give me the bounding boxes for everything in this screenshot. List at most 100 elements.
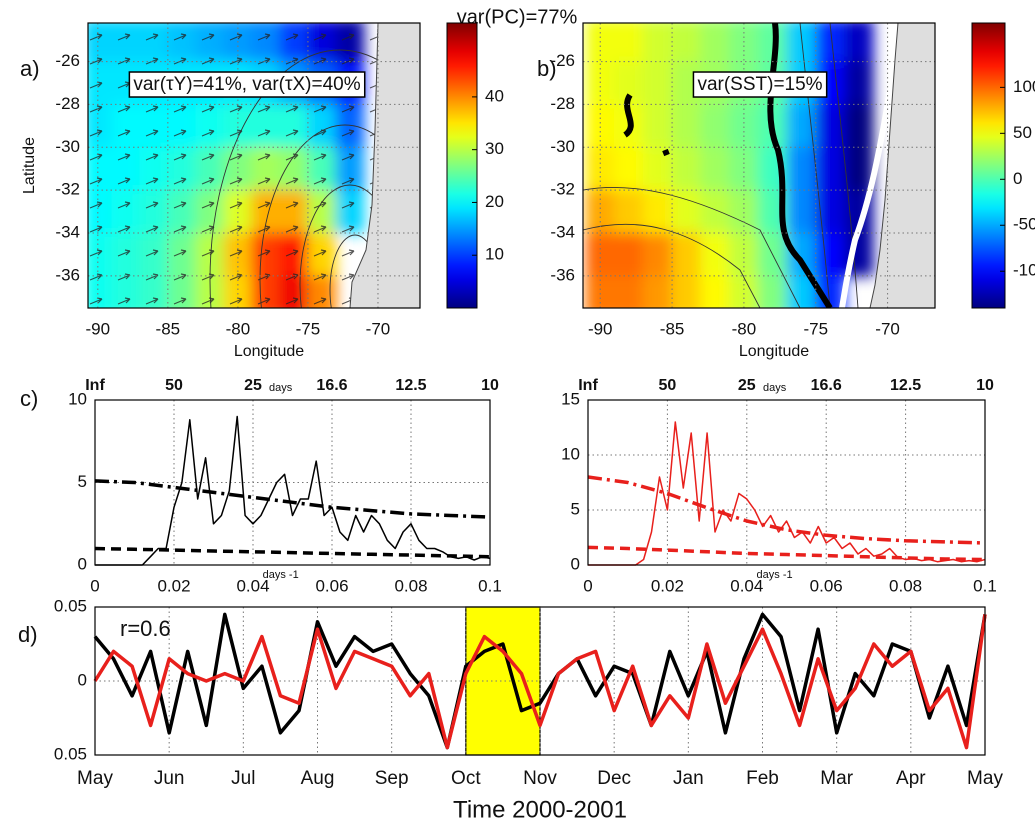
land xyxy=(349,23,420,308)
heatmap-cell xyxy=(700,146,731,191)
x-tick-label: 0 xyxy=(583,576,592,595)
x-tick-label: -90 xyxy=(588,319,613,338)
x-tick-label: May xyxy=(967,768,1003,789)
heatmap-cell xyxy=(671,232,702,277)
top-tick-label: 10 xyxy=(481,377,499,394)
top-tick-label: 10 xyxy=(976,377,994,394)
colorbar-tick-label: 10 xyxy=(485,245,504,264)
colorbar-tick-label: -50 xyxy=(1013,215,1035,234)
heatmap-cell xyxy=(786,146,817,191)
x-tick-label: 0.04 xyxy=(730,576,763,595)
land xyxy=(869,23,935,308)
heatmap-cell xyxy=(671,103,702,148)
heatmap-cell xyxy=(585,275,616,308)
x-tick-label: May xyxy=(77,768,113,789)
x-tick-label: -75 xyxy=(803,319,828,338)
map-a xyxy=(88,23,420,308)
y-tick-label: -28 xyxy=(55,94,80,113)
heatmap-cell xyxy=(642,61,673,105)
y-tick-label: -36 xyxy=(55,265,80,284)
y-tick-label: -32 xyxy=(55,180,80,199)
heatmap-cell xyxy=(843,23,874,63)
series-line xyxy=(94,546,491,559)
x-tick-label: -85 xyxy=(156,319,181,338)
y-tick-label: 10 xyxy=(68,389,87,408)
x-tick-label: 0.04 xyxy=(236,576,269,595)
heatmap-cell xyxy=(671,146,702,191)
y-tick-label: 0.05 xyxy=(54,596,87,615)
heatmap-cell xyxy=(614,23,644,63)
y-tick-label: -26 xyxy=(550,51,575,70)
heatmap-cell xyxy=(614,189,644,234)
heatmap xyxy=(585,23,874,308)
x-tick-label: Jun xyxy=(154,768,185,789)
heatmap-cell xyxy=(642,232,673,277)
x-tick-label: 0.02 xyxy=(157,576,190,595)
heatmap-cell xyxy=(786,189,817,234)
x-tick-label: Aug xyxy=(301,768,335,789)
heatmap-cell xyxy=(614,146,644,191)
x-tick-label: Apr xyxy=(896,768,926,789)
x-tick-label: 0.1 xyxy=(973,576,997,595)
plot-frame xyxy=(94,399,491,566)
heatmap-cell xyxy=(757,275,788,308)
colorbar xyxy=(971,22,1006,309)
plot-frame xyxy=(587,399,986,566)
series-line xyxy=(587,475,986,545)
top-tick-label: Inf xyxy=(85,377,105,394)
x-tick-label: 0.06 xyxy=(810,576,843,595)
y-tick-label: 0 xyxy=(571,554,580,573)
top-tick-label: 16.6 xyxy=(316,377,347,394)
heatmap-cell xyxy=(671,275,702,308)
heatmap-cell xyxy=(671,23,702,63)
panel-label: c) xyxy=(20,386,38,411)
x-tick-label: Oct xyxy=(451,768,481,789)
x-tick-label: -70 xyxy=(875,319,900,338)
map-b xyxy=(583,23,935,308)
colorbar xyxy=(446,22,478,309)
x-tick-label: -90 xyxy=(86,319,111,338)
x-tick-label: 0 xyxy=(90,576,99,595)
heatmap-cell xyxy=(614,275,644,308)
colorbar-tick-label: 50 xyxy=(1013,123,1032,142)
heatmap-cell xyxy=(786,23,817,63)
contours xyxy=(583,23,859,308)
colorbar-tick-label: 20 xyxy=(485,192,504,211)
y-tick-label: -26 xyxy=(55,51,80,70)
series-line xyxy=(93,612,987,750)
top-tick-label: 50 xyxy=(659,377,677,394)
heatmap-cell xyxy=(700,23,731,63)
panel-label: a) xyxy=(20,56,40,81)
heatmap-cell xyxy=(815,103,845,148)
colorbar-tick-label: 40 xyxy=(485,86,504,105)
top-axis-label: days xyxy=(763,382,787,394)
plot-frame xyxy=(94,606,986,756)
x-tick-label: Sep xyxy=(375,768,409,789)
x-tick-label: 0.08 xyxy=(394,576,427,595)
heatmap-cell xyxy=(815,146,845,191)
x-tick-label: Jan xyxy=(673,768,704,789)
highlight xyxy=(465,606,541,756)
top-tick-label: 50 xyxy=(165,377,183,394)
heatmap-cell xyxy=(642,23,673,63)
y-tick-label: 10 xyxy=(561,444,580,463)
top-axis-label: days xyxy=(269,382,293,394)
x-tick-label: Dec xyxy=(597,768,631,789)
colorbar-tick-label: 30 xyxy=(485,139,504,158)
x-tick-label: Nov xyxy=(523,768,557,789)
colorbar-tick-label: 100 xyxy=(1013,77,1035,96)
x-tick-label: -80 xyxy=(732,319,757,338)
heatmap-cell xyxy=(815,232,845,277)
annotation: var(τY)=41%, var(τX)=40% xyxy=(133,74,360,95)
figure-title: var(PC)=77% xyxy=(457,6,578,28)
plot-frame xyxy=(582,22,936,309)
heatmap-cell xyxy=(614,232,644,277)
top-tick-label: Inf xyxy=(578,377,598,394)
series-line xyxy=(94,479,491,519)
heatmap-cell xyxy=(585,146,616,191)
y-tick-label: -30 xyxy=(550,137,575,156)
top-tick-label: 12.5 xyxy=(890,377,921,394)
y-tick-label: 15 xyxy=(561,389,580,408)
heatmap-cell xyxy=(843,61,874,105)
